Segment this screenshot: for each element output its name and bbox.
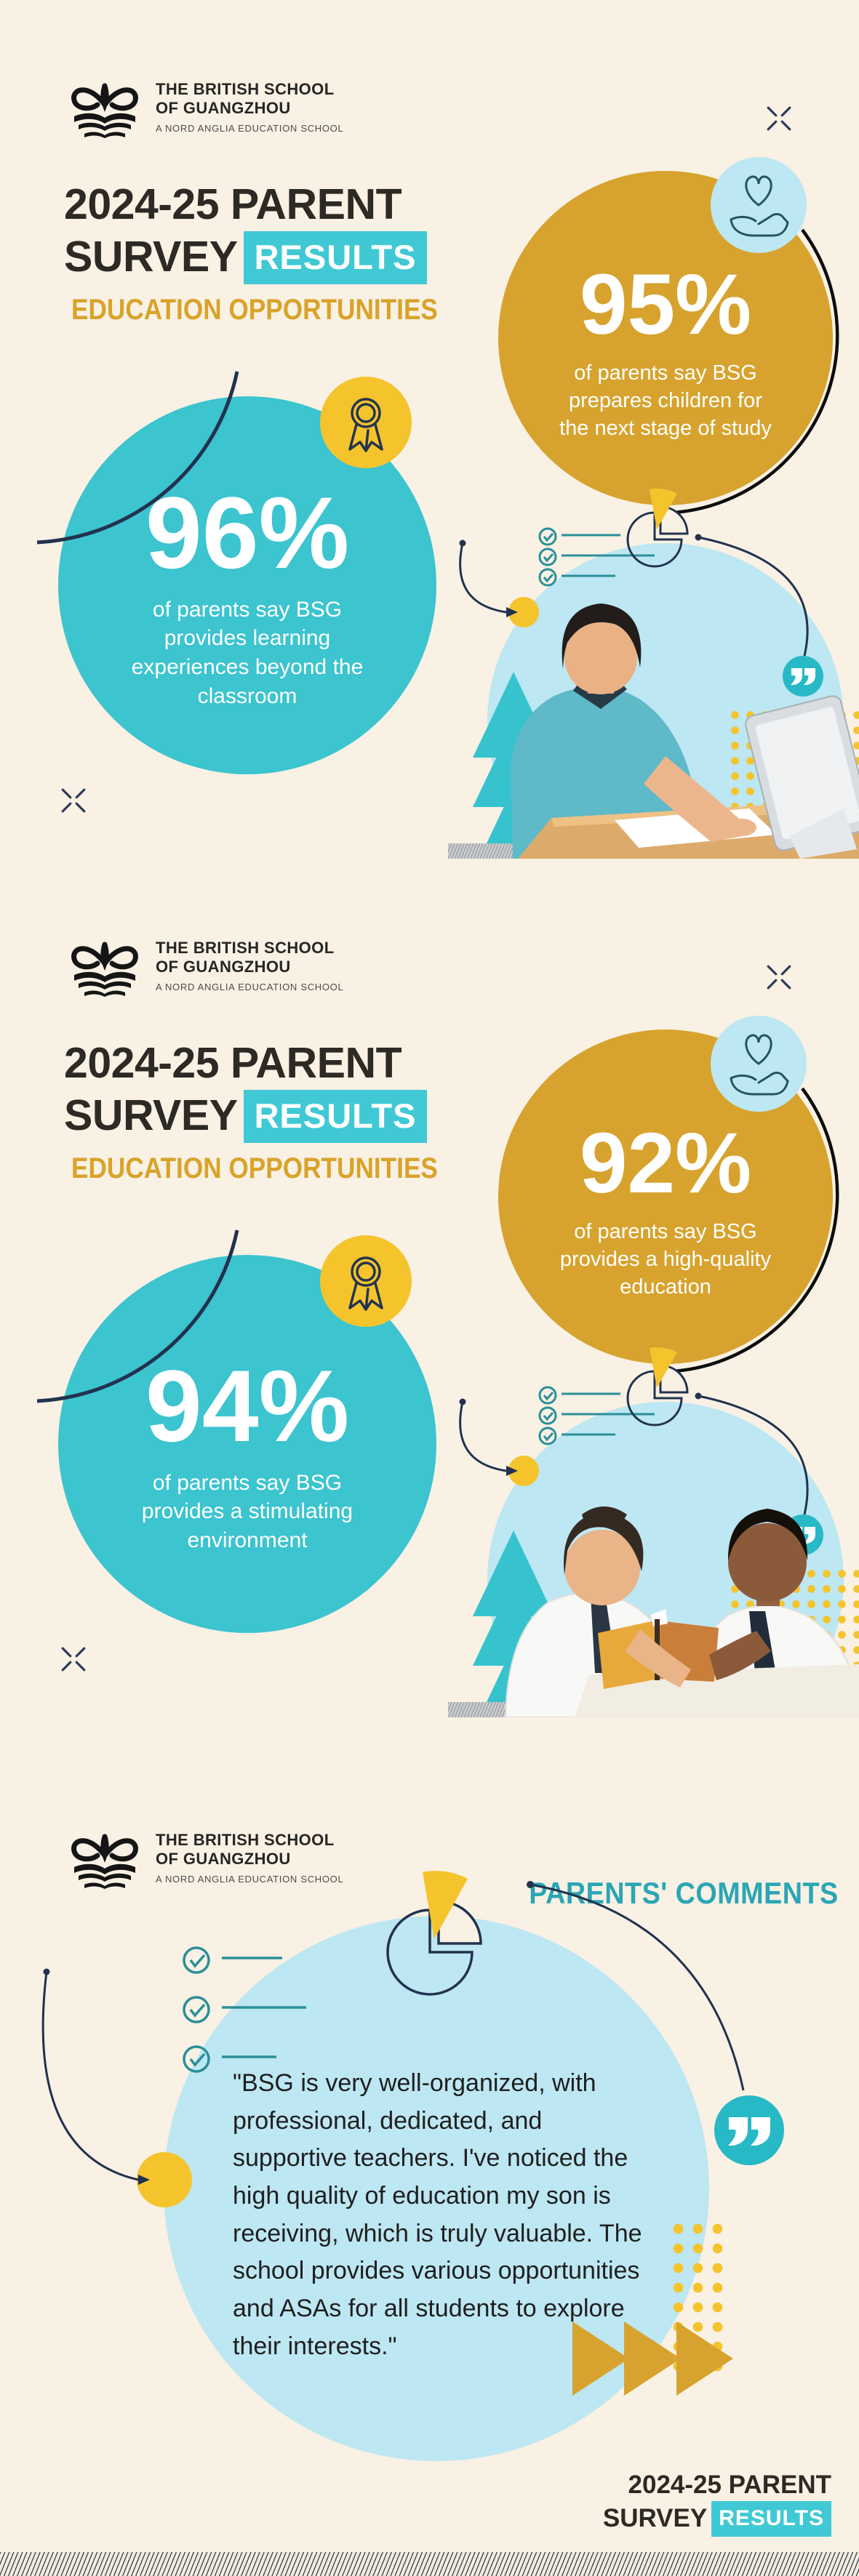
- award-ribbon-icon: [320, 377, 412, 468]
- dot-grid: [727, 707, 859, 845]
- hand-heart-icon: [711, 157, 807, 253]
- brand-name: THE BRITISH SCHOOL OF GUANGZHOU: [156, 939, 335, 976]
- x-mark-icon: [60, 1646, 87, 1676]
- footer-highlight: RESULTS: [711, 2500, 831, 2537]
- dot-grid: [668, 2219, 728, 2376]
- panel-survey-2: THE BRITISH SCHOOL OF GUANGZHOU A NORD AN…: [0, 859, 859, 1717]
- footer-title: 2024-25 PARENT SURVEY RESULTS: [603, 2468, 831, 2538]
- x-mark-icon: [766, 105, 792, 135]
- stat-desc: of parents say BSG provides a stimulatin…: [141, 1470, 353, 1552]
- quote-icon: [783, 1514, 823, 1555]
- stat-value: 96%: [145, 475, 350, 590]
- page-title: 2024-25 PARENT SURVEY RESULTS: [64, 179, 428, 286]
- quote-icon: [783, 656, 823, 697]
- school-crest-logo: [71, 1834, 138, 1889]
- section-subtitle: EDUCATION OPPORTUNITIES: [71, 294, 438, 326]
- page-title: 2024-25 PARENT SURVEY RESULTS: [64, 1038, 428, 1145]
- title-highlight: RESULTS: [243, 1089, 428, 1144]
- stat-value: 92%: [579, 1115, 752, 1211]
- award-ribbon-icon: [320, 1235, 412, 1327]
- title-highlight: RESULTS: [243, 230, 428, 285]
- panel-parents-comments: THE BRITISH SCHOOL OF GUANGZHOU A NORD AN…: [0, 1717, 859, 2576]
- hatch-band: [0, 2552, 859, 2576]
- school-logo: THE BRITISH SCHOOL OF GUANGZHOU A NORD AN…: [67, 934, 343, 1004]
- dot-grid: [727, 1566, 859, 1704]
- school-crest-logo: [71, 83, 138, 138]
- school-logo: THE BRITISH SCHOOL OF GUANGZHOU A NORD AN…: [67, 1826, 343, 1896]
- brand-name: THE BRITISH SCHOOL OF GUANGZHOU: [156, 80, 335, 117]
- section-subtitle: EDUCATION OPPORTUNITIES: [71, 1152, 438, 1184]
- school-logo: THE BRITISH SCHOOL OF GUANGZHOU A NORD AN…: [67, 76, 343, 145]
- comments-heading: PARENTS' COMMENTS: [529, 1876, 839, 1910]
- parent-quote: "BSG is very well-organized, with profes…: [233, 2069, 642, 2360]
- brand-tagline: A NORD ANGLIA EDUCATION SCHOOL: [156, 981, 344, 992]
- quote-icon: [714, 2095, 784, 2165]
- x-mark-icon: [766, 964, 792, 994]
- school-crest-logo: [71, 942, 138, 997]
- brand-name: THE BRITISH SCHOOL OF GUANGZHOU: [156, 1831, 335, 1868]
- stat-desc: of parents say BSG prepares children for…: [559, 361, 772, 441]
- stat-value: 94%: [145, 1348, 350, 1463]
- stat-desc: of parents say BSG provides learning exp…: [131, 597, 364, 708]
- brand-tagline: A NORD ANGLIA EDUCATION SCHOOL: [156, 122, 344, 134]
- stat-value: 95%: [579, 256, 752, 353]
- brand-tagline: A NORD ANGLIA EDUCATION SCHOOL: [156, 1873, 344, 1885]
- arrow-target-circle: [137, 2152, 192, 2207]
- photo-floor-strip: [448, 1702, 859, 1717]
- stat-desc: of parents say BSG provides a high-quali…: [559, 1219, 772, 1299]
- arrow-right-icon: [41, 1968, 150, 2185]
- hand-heart-icon: [711, 1016, 807, 1112]
- arrow-target-circle: [508, 1456, 539, 1486]
- photo-floor-strip: [448, 843, 859, 859]
- panel-survey-1: THE BRITISH SCHOOL OF GUANGZHOU A NORD AN…: [0, 0, 859, 859]
- arrow-target-circle: [508, 597, 539, 627]
- x-mark-icon: [60, 787, 87, 817]
